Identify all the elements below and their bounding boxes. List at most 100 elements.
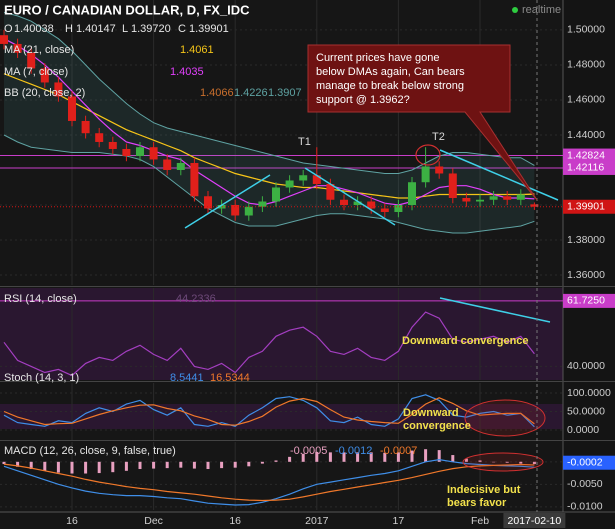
candle-body bbox=[380, 208, 389, 212]
candle-body bbox=[68, 96, 76, 121]
y-tick-label: 40.0000 bbox=[567, 360, 605, 372]
histogram-bar bbox=[152, 461, 156, 469]
histogram-bar bbox=[192, 461, 196, 469]
ohlc-key: C bbox=[178, 23, 186, 35]
annotation: Downward convergence bbox=[402, 335, 529, 347]
status-dot bbox=[512, 7, 518, 13]
value-marker-box bbox=[563, 455, 615, 470]
candle-body bbox=[353, 201, 362, 205]
callout-box bbox=[307, 44, 538, 201]
ohlc-value: 1.39901 bbox=[189, 23, 229, 35]
candle-body bbox=[367, 201, 376, 209]
callout-text: manage to break below strong bbox=[316, 80, 464, 92]
highlight-ellipse bbox=[464, 399, 546, 437]
candle-body bbox=[530, 204, 539, 207]
candle-body bbox=[81, 120, 90, 134]
histogram-bar bbox=[301, 453, 305, 462]
y-tick-label: 100.0000 bbox=[567, 387, 611, 399]
candle-body bbox=[503, 196, 512, 200]
level-box bbox=[563, 160, 615, 175]
candle-body bbox=[163, 159, 172, 170]
ohlc-row: O 1.40038 H 1.40147 L 1.39720 C 1.39901 bbox=[4, 23, 229, 35]
ohlc-key: O bbox=[4, 23, 13, 35]
level-box bbox=[563, 148, 615, 163]
candle-body bbox=[27, 52, 36, 69]
x-tick-label: 2017 bbox=[305, 515, 329, 527]
legend-value: 16.5344 bbox=[210, 372, 250, 384]
histogram-bar bbox=[437, 450, 441, 462]
legend-label: MACD (12, 26, close, 9, false, true) bbox=[4, 445, 176, 457]
legend-label: MA (21, close) bbox=[4, 44, 74, 56]
histogram-bar bbox=[84, 461, 88, 474]
level-label: 1.42824 bbox=[567, 149, 605, 161]
candle-body bbox=[312, 175, 321, 184]
trend-arrow bbox=[439, 297, 551, 323]
current-date-box bbox=[503, 513, 566, 528]
indicator-line bbox=[3, 397, 535, 426]
candle-body bbox=[476, 199, 484, 202]
peak-label: T2 bbox=[432, 131, 445, 143]
annotation: bears favor bbox=[447, 497, 507, 509]
candle-body bbox=[244, 206, 253, 216]
y-tick-label: 1.38000 bbox=[567, 234, 605, 246]
candle-body bbox=[462, 197, 471, 202]
histogram-bar bbox=[478, 460, 482, 462]
annotation: Indecisive but bbox=[447, 484, 521, 496]
histogram-bar bbox=[16, 461, 20, 467]
candle-body bbox=[149, 147, 158, 160]
candle-body bbox=[190, 162, 199, 197]
histogram-bar bbox=[369, 452, 373, 462]
highlight-ellipse bbox=[462, 452, 544, 472]
trend-arrow bbox=[439, 149, 559, 201]
candle-body bbox=[204, 196, 212, 209]
candle-body bbox=[54, 82, 63, 97]
level-box bbox=[563, 293, 615, 308]
candle-body bbox=[435, 166, 444, 174]
legend-label: MA (7, close) bbox=[4, 66, 68, 78]
level-label: 1.42116 bbox=[567, 162, 604, 174]
histogram-bar bbox=[274, 460, 278, 462]
candle-body bbox=[326, 183, 335, 200]
y-tick-label: -0.0100 bbox=[567, 501, 603, 513]
candle-body bbox=[122, 148, 131, 156]
histogram-bar bbox=[288, 456, 292, 462]
ohlc-value: 1.39720 bbox=[131, 23, 171, 35]
candle-body bbox=[136, 147, 144, 156]
candle-body bbox=[299, 175, 308, 181]
histogram-bar bbox=[111, 461, 115, 473]
histogram-bar bbox=[220, 461, 224, 469]
histogram-bar bbox=[165, 461, 169, 469]
histogram-bar bbox=[29, 461, 33, 470]
histogram-bar bbox=[328, 452, 332, 462]
y-tick-label: 0.0000 bbox=[567, 424, 599, 436]
histogram-bar bbox=[356, 452, 360, 462]
y-tick-label: 1.48000 bbox=[567, 59, 605, 71]
histogram-bar bbox=[206, 461, 210, 470]
bollinger-lower bbox=[3, 134, 535, 234]
price-axis bbox=[563, 0, 615, 529]
value-marker-label: -0.0002 bbox=[567, 456, 603, 468]
ohlc-value: 1.40147 bbox=[76, 23, 116, 35]
legend-label: RSI (14, close) bbox=[4, 293, 77, 305]
histogram-bar bbox=[56, 461, 60, 473]
indicator-line bbox=[3, 463, 535, 502]
histogram-bar bbox=[424, 449, 428, 462]
legend-label: Stoch (14, 3, 1) bbox=[4, 372, 79, 384]
annotation: convergence bbox=[403, 420, 471, 432]
legend-value: 44.2336 bbox=[176, 293, 216, 305]
legend-value: 1.3907 bbox=[268, 87, 302, 99]
last-price-label: 1.39901 bbox=[567, 201, 605, 213]
callout-text: Current prices have gone bbox=[316, 52, 440, 64]
histogram-bar bbox=[451, 455, 455, 462]
y-tick-label: 1.36000 bbox=[567, 269, 605, 281]
y-tick-label: 1.50000 bbox=[567, 24, 605, 36]
legend-label: BB (20, close, 2) bbox=[4, 87, 85, 99]
histogram-bar bbox=[505, 461, 509, 463]
y-tick-label: 1.46000 bbox=[567, 94, 605, 106]
histogram-bar bbox=[260, 461, 264, 464]
histogram-bar bbox=[396, 452, 400, 462]
legend-value: -0.0012 bbox=[335, 445, 372, 457]
level-label: 61.7250 bbox=[567, 295, 605, 307]
histogram-bar bbox=[138, 461, 142, 470]
